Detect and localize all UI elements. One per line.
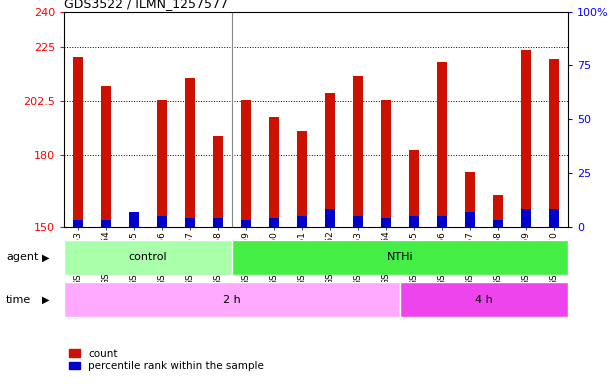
Text: ▶: ▶ [42,295,49,305]
Bar [73,220,83,227]
Bar [185,218,195,227]
Legend: count, percentile rank within the sample: count, percentile rank within the sample [70,349,264,371]
Bar [493,220,503,227]
Bar [241,100,251,227]
Bar [213,136,223,227]
Bar [64,240,232,275]
Bar [521,50,531,227]
Bar [101,86,111,227]
Bar [130,224,139,227]
Bar [232,240,568,275]
Text: 2 h: 2 h [223,295,241,305]
Bar [269,218,279,227]
Bar [381,218,391,227]
Text: GDS3522 / ILMN_1257577: GDS3522 / ILMN_1257577 [64,0,228,10]
Bar [325,93,335,227]
Text: control: control [129,252,167,262]
Bar [298,131,307,227]
Bar [73,57,83,227]
Text: agent: agent [6,252,38,262]
Bar [466,212,475,227]
Bar [157,100,167,227]
Bar [400,282,568,317]
Text: time: time [6,295,31,305]
Bar [213,218,223,227]
Bar [549,209,559,227]
Bar [437,62,447,227]
Bar [409,216,419,227]
Text: NTHi: NTHi [387,252,414,262]
Bar [353,216,363,227]
Bar [130,212,139,227]
Bar [466,172,475,227]
Bar [353,76,363,227]
Bar [521,209,531,227]
Bar [437,216,447,227]
Bar [381,100,391,227]
Bar [101,220,111,227]
Bar [549,59,559,227]
Text: ▶: ▶ [42,252,49,262]
Bar [409,150,419,227]
Text: 4 h: 4 h [475,295,493,305]
Bar [325,209,335,227]
Bar [64,282,400,317]
Bar [185,78,195,227]
Bar [157,216,167,227]
Bar [269,117,279,227]
Bar [298,216,307,227]
Bar [241,220,251,227]
Bar [493,195,503,227]
